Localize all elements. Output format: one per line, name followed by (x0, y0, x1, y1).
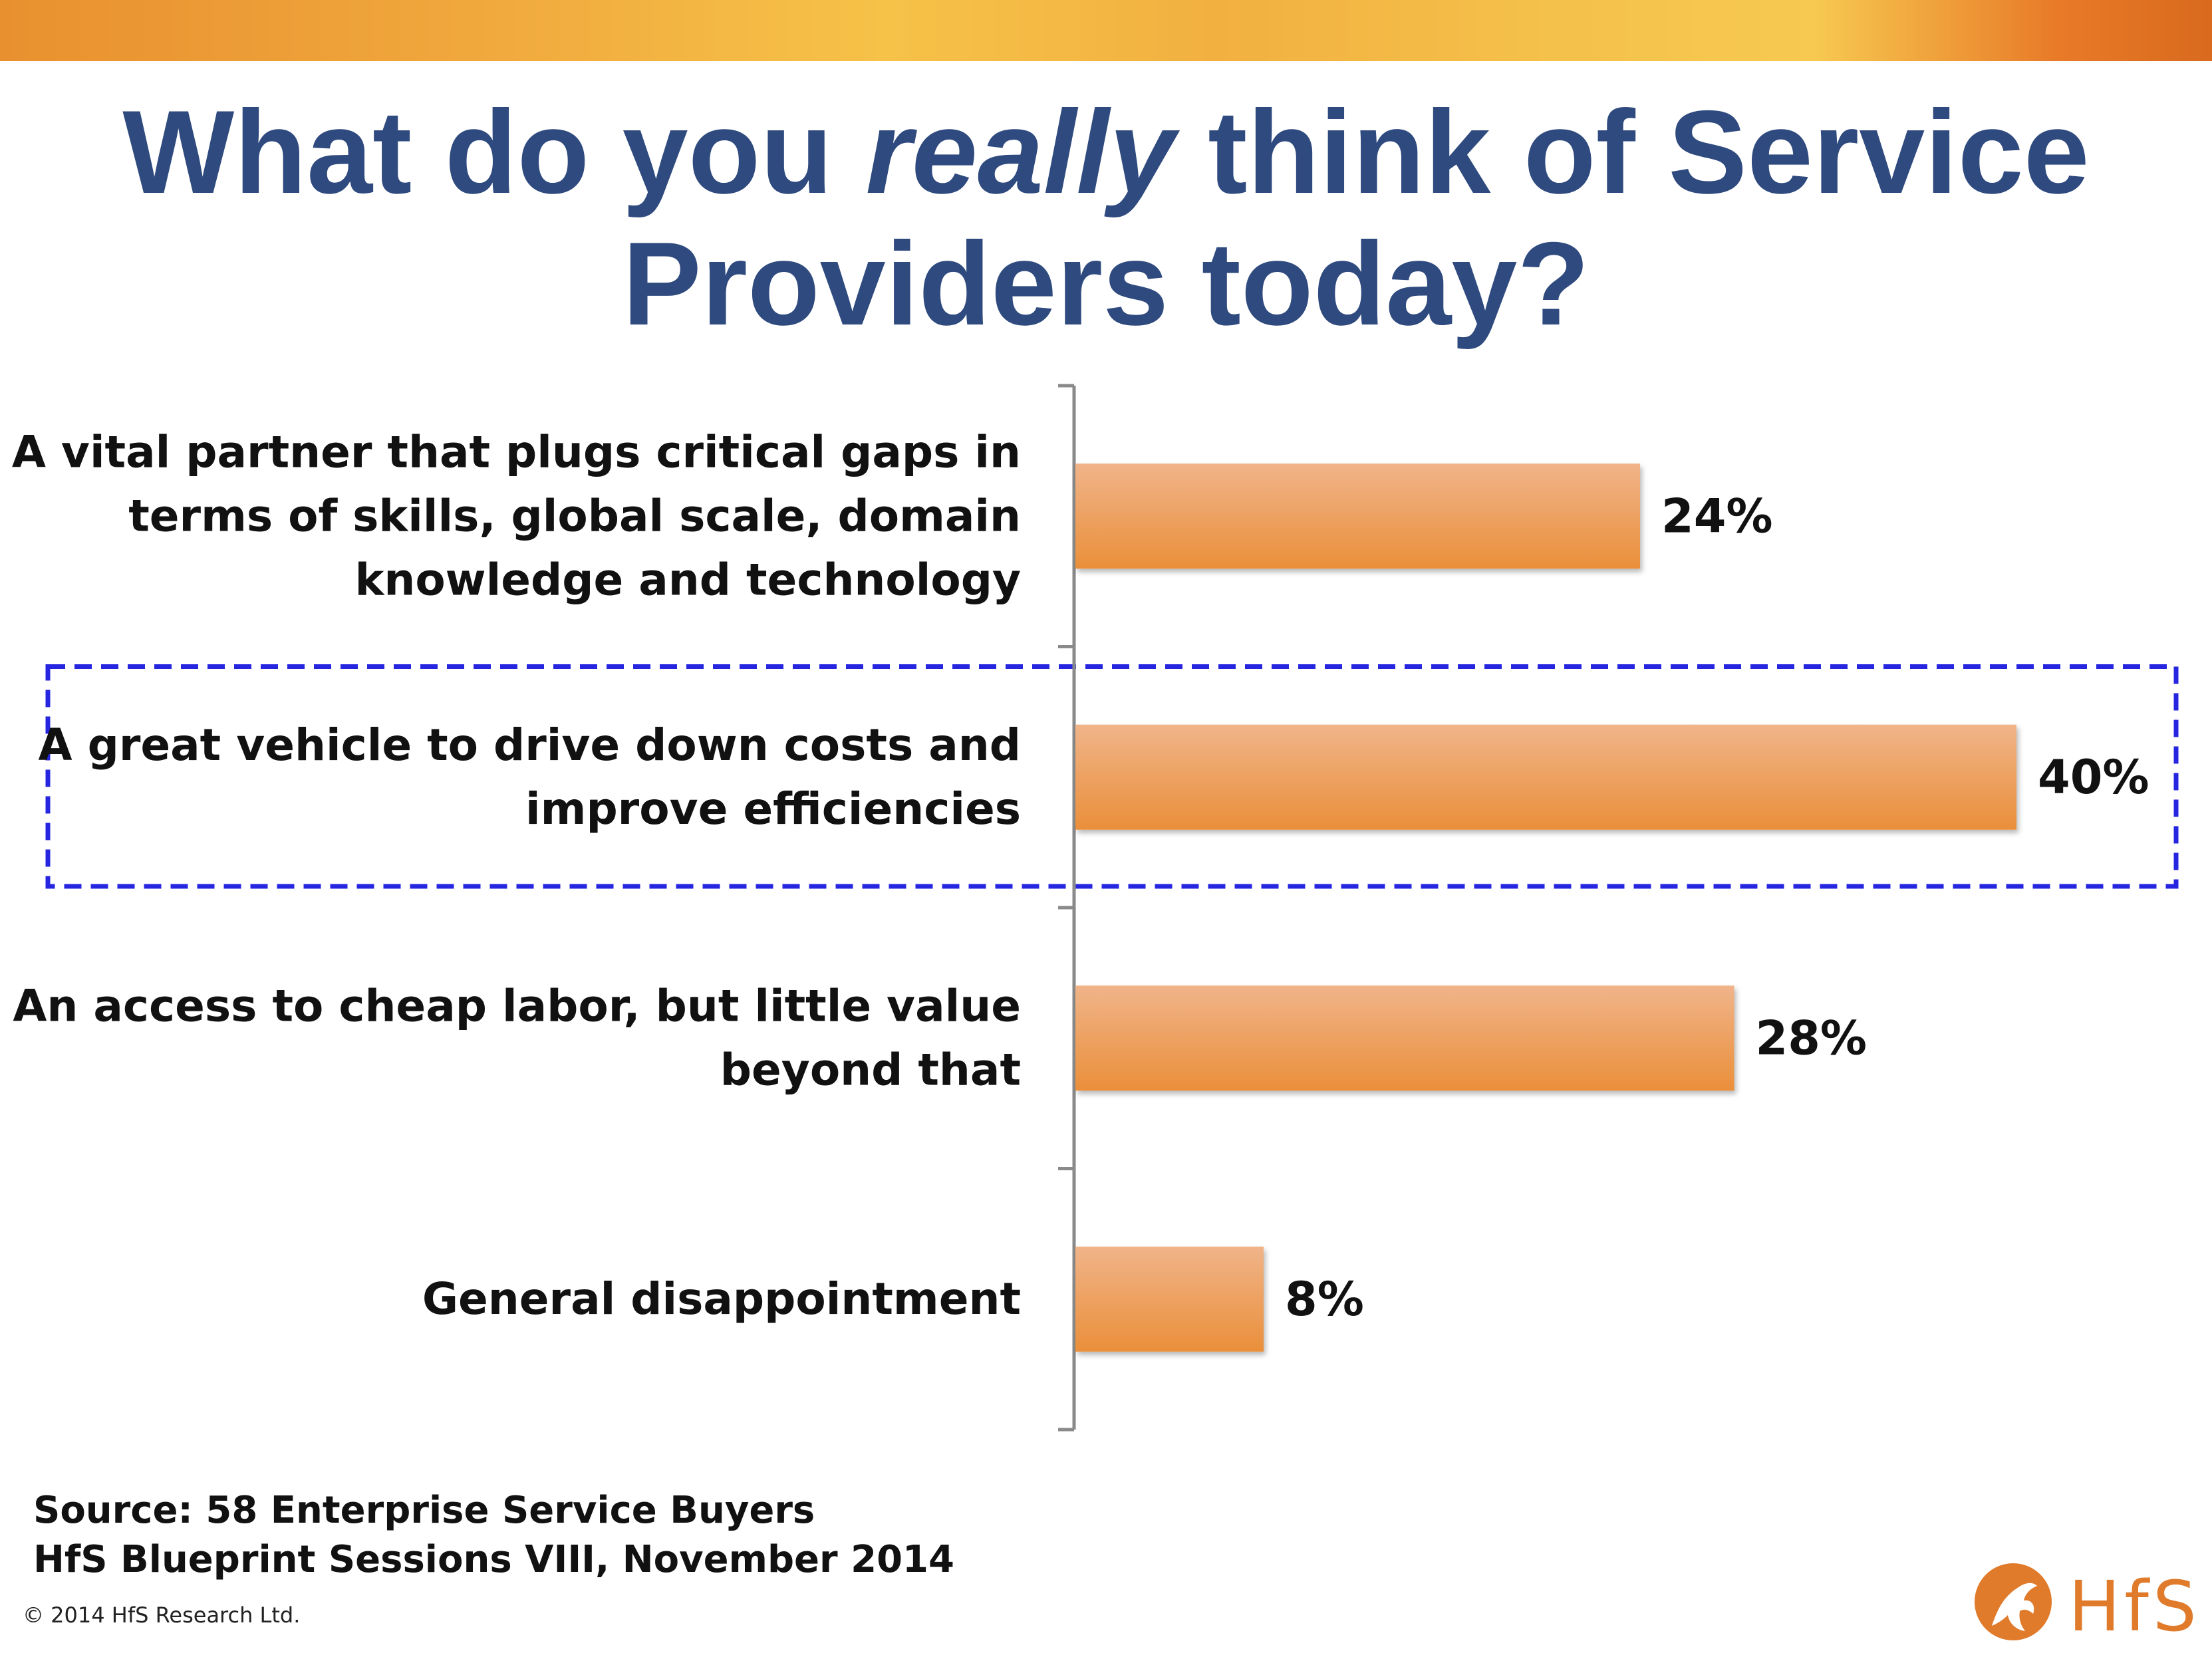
bar (1075, 463, 1640, 569)
bar (1075, 724, 2016, 830)
top-color-band (0, 0, 2212, 61)
title-line-2: Providers today? (622, 217, 1590, 350)
title-part-1: What do you (122, 86, 866, 218)
bar (1075, 985, 1734, 1091)
category-label: A great vehicle to drive down costs and (39, 719, 1021, 771)
category-label: improve efficiencies (525, 783, 1021, 834)
title-line-1: What do you really think of Service (0, 86, 2212, 218)
data-label: 28% (1756, 1011, 1867, 1065)
title-emphasis: really (865, 86, 1175, 218)
page-title: What do you really think of Service Prov… (0, 86, 2212, 350)
category-label: beyond that (720, 1044, 1021, 1095)
category-label: General disappointment (422, 1273, 1021, 1325)
highlight-box (45, 664, 2179, 889)
category-label: knowledge and technology (354, 554, 1021, 605)
category-label: An access to cheap labor, but little val… (13, 980, 1021, 1031)
source-line-2: HfS Blueprint Sessions VIII, November 20… (33, 1538, 954, 1581)
logo-text: HfS (2068, 1566, 2201, 1647)
bar-chart: 24% A vital partner that plugs critical g… (12, 384, 2179, 1432)
title-part-2: think of Service (1175, 86, 2090, 218)
data-label: 8% (1285, 1272, 1364, 1327)
hfs-logo-icon (1975, 1563, 2052, 1640)
data-label: 40% (2038, 750, 2149, 805)
source-note: Source: 58 Enterprise Service Buyers HfS… (33, 1486, 954, 1585)
bar (1075, 1246, 1264, 1352)
category-label: terms of skills, global scale, domain (128, 490, 1021, 541)
source-line-1: Source: 58 Enterprise Service Buyers (33, 1489, 815, 1532)
data-label: 24% (1661, 489, 1773, 543)
category-label: A vital partner that plugs critical gaps… (12, 426, 1021, 477)
copyright-text: © 2014 HfS Research Ltd. (23, 1602, 301, 1628)
